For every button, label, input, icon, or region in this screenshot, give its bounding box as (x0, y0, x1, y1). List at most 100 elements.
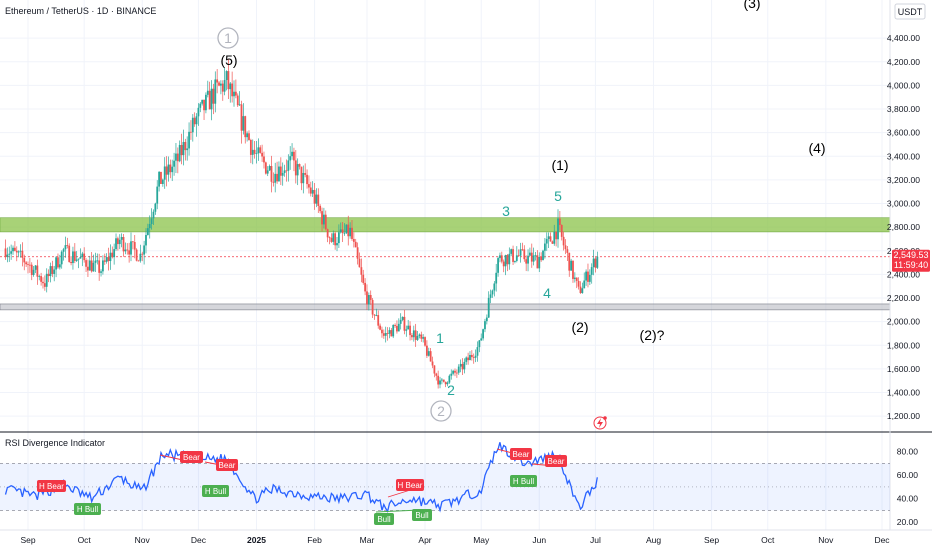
candle (184, 138, 187, 161)
time-tick-label: Dec (874, 535, 890, 545)
candle (77, 258, 80, 269)
chart-title: Ethereum / TetherUS · 1D · BINANCE (5, 6, 156, 16)
candle (409, 321, 411, 341)
candle (66, 237, 69, 249)
candle (341, 221, 344, 243)
candle (87, 259, 89, 277)
candle (512, 245, 514, 265)
candle (339, 222, 342, 234)
candle (206, 80, 209, 98)
candle (203, 99, 205, 121)
candle (420, 331, 423, 342)
rsi-axis-ticks: 80.00 60.00 40.00 20.00 (897, 447, 919, 527)
bear-label-1: Bear (180, 451, 203, 463)
candle (62, 247, 65, 261)
candle (60, 250, 63, 269)
candle (426, 340, 428, 358)
candle (253, 140, 256, 159)
candle (495, 263, 498, 292)
candle (12, 245, 14, 255)
candle (75, 251, 78, 263)
candle (302, 165, 305, 194)
candle (399, 313, 402, 330)
candle (195, 113, 198, 137)
bull-label-2: Bull (412, 509, 432, 521)
candle (171, 159, 174, 182)
candle (68, 243, 71, 263)
candle (28, 258, 31, 273)
candle (388, 327, 391, 339)
circle-2-label: 2 (437, 403, 445, 419)
candle (448, 374, 451, 384)
candle (300, 166, 303, 191)
lightning-icon[interactable] (593, 416, 607, 430)
candle (472, 353, 475, 364)
candle (173, 152, 175, 176)
candle (504, 254, 507, 276)
candle (555, 231, 558, 247)
candle (519, 242, 522, 263)
candle (566, 245, 569, 262)
candle (120, 233, 123, 248)
candle (141, 251, 144, 262)
price-tick-label: 2,800.00 (887, 222, 920, 232)
svg-text:Bull: Bull (377, 515, 391, 524)
subwave-4-label: 4 (543, 285, 551, 301)
candle (85, 258, 87, 272)
candle (330, 233, 333, 243)
candle (392, 324, 395, 339)
candle (139, 244, 142, 263)
price-tick-label: 3,200.00 (887, 175, 920, 185)
candle (276, 161, 278, 184)
rsi-tick-label: 80.00 (897, 447, 919, 457)
candle (53, 265, 56, 282)
candle (493, 281, 496, 297)
candle (248, 130, 250, 141)
candle (261, 144, 264, 162)
candle (386, 327, 389, 341)
candle (381, 326, 383, 338)
wave-3-label: (3) (743, 0, 760, 11)
hbull-label-2: H Bull (202, 485, 229, 497)
candle (461, 358, 464, 375)
candle (377, 310, 380, 329)
candle (433, 365, 436, 378)
candle (422, 334, 425, 343)
candle (131, 241, 134, 250)
candle (163, 157, 166, 189)
candle (281, 162, 284, 186)
candle (375, 308, 378, 317)
candle (347, 215, 350, 246)
candle (306, 169, 308, 189)
price-tick-label: 2,000.00 (887, 317, 920, 327)
currency-label: USDT (898, 7, 923, 17)
candle (499, 252, 501, 263)
candle (116, 236, 119, 251)
currency-label-box[interactable]: USDT (894, 3, 926, 20)
candle (38, 274, 41, 281)
candle (285, 159, 288, 182)
candle (435, 372, 438, 381)
price-tick-label: 1,600.00 (887, 364, 920, 374)
candle (319, 204, 322, 214)
time-tick-label: Mar (360, 535, 375, 545)
candle (105, 253, 108, 264)
candle (81, 251, 84, 267)
candle (562, 231, 565, 251)
candle (216, 69, 219, 94)
candle (219, 80, 222, 95)
candle (424, 336, 426, 347)
price-tick-label: 4,200.00 (887, 57, 920, 67)
candle (315, 188, 318, 208)
candle (304, 163, 307, 178)
time-tick-label: Feb (307, 535, 322, 545)
candle (401, 316, 404, 322)
candle (246, 131, 249, 142)
price-tick-label: 3,600.00 (887, 128, 920, 138)
time-tick-label: Apr (418, 535, 431, 545)
candle (326, 228, 329, 243)
candle (444, 381, 447, 388)
candle (128, 242, 131, 263)
candle (332, 230, 335, 245)
